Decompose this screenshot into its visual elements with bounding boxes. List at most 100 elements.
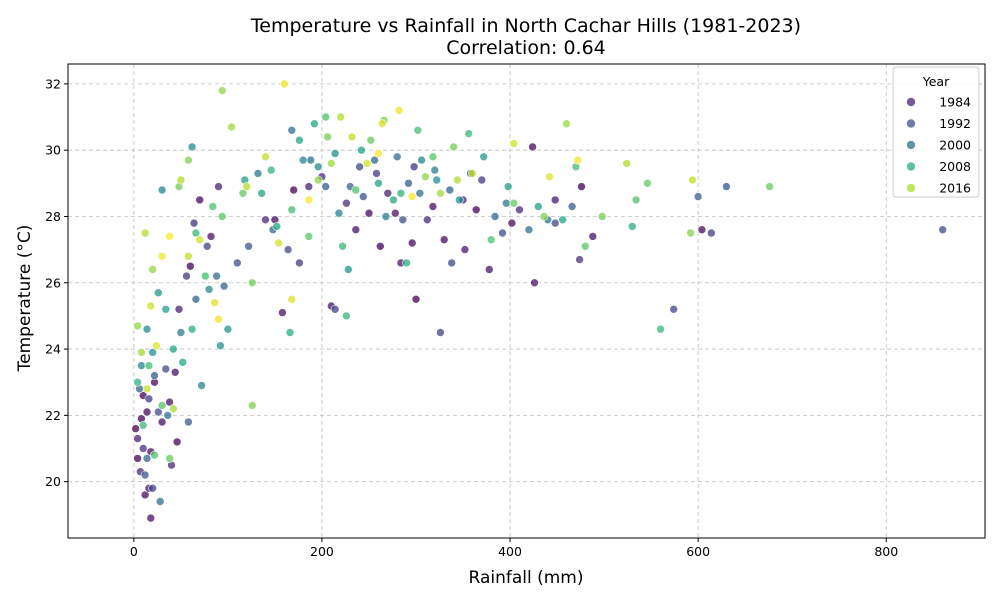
data-point bbox=[287, 205, 297, 215]
data-point bbox=[334, 208, 344, 218]
legend-entries: 1984 1992 2000 2008 2016 bbox=[906, 95, 971, 196]
data-point bbox=[295, 135, 304, 145]
data-point bbox=[407, 192, 417, 201]
data-point bbox=[187, 324, 197, 334]
data-point bbox=[528, 142, 537, 152]
data-point bbox=[178, 357, 187, 367]
data-point bbox=[219, 281, 229, 291]
data-point bbox=[471, 205, 481, 215]
data-point bbox=[144, 361, 154, 370]
data-point bbox=[304, 182, 314, 191]
data-point bbox=[686, 228, 695, 238]
data-point bbox=[204, 285, 214, 294]
data-point bbox=[191, 294, 201, 304]
data-point bbox=[404, 179, 413, 188]
data-point bbox=[157, 417, 167, 427]
data-point bbox=[545, 172, 554, 181]
data-point bbox=[287, 126, 297, 135]
data-point bbox=[421, 172, 430, 181]
data-point bbox=[142, 407, 152, 417]
data-point bbox=[189, 218, 199, 228]
data-point bbox=[524, 225, 534, 234]
data-point bbox=[643, 179, 652, 188]
data-point bbox=[238, 189, 248, 198]
data-point bbox=[233, 258, 242, 268]
data-point bbox=[161, 364, 171, 374]
data-point bbox=[186, 261, 195, 271]
data-point bbox=[165, 397, 174, 407]
data-point bbox=[389, 195, 398, 205]
data-point bbox=[507, 218, 517, 228]
data-point bbox=[539, 212, 549, 221]
data-point bbox=[227, 122, 236, 132]
legend-marker bbox=[906, 97, 916, 107]
data-point bbox=[394, 106, 404, 115]
data-point bbox=[217, 212, 227, 221]
data-point bbox=[562, 119, 571, 128]
data-point bbox=[558, 215, 568, 225]
data-point bbox=[161, 304, 171, 314]
data-point bbox=[174, 304, 184, 314]
data-point bbox=[351, 185, 361, 195]
data-point bbox=[242, 182, 251, 191]
data-point bbox=[146, 301, 156, 311]
data-point bbox=[490, 212, 500, 221]
data-point bbox=[631, 195, 641, 205]
data-point bbox=[355, 162, 364, 172]
data-point bbox=[165, 232, 174, 241]
data-point bbox=[208, 202, 218, 211]
data-point bbox=[449, 142, 458, 152]
data-point bbox=[187, 142, 197, 152]
data-point bbox=[184, 251, 193, 261]
data-point bbox=[304, 232, 314, 241]
data-point bbox=[137, 348, 146, 357]
data-point bbox=[214, 182, 223, 191]
data-point bbox=[172, 437, 182, 447]
legend-label: 2008 bbox=[939, 159, 971, 174]
data-point bbox=[184, 155, 193, 165]
data-point bbox=[133, 377, 142, 387]
legend-marker bbox=[906, 183, 916, 193]
data-point bbox=[146, 513, 156, 523]
data-point bbox=[377, 119, 387, 128]
data-point bbox=[486, 235, 496, 244]
data-point bbox=[342, 311, 351, 321]
data-point bbox=[330, 304, 340, 314]
data-point bbox=[669, 304, 679, 314]
x-tick-label: 800 bbox=[874, 544, 898, 559]
data-point bbox=[253, 169, 263, 178]
data-point bbox=[140, 228, 150, 238]
legend-label: 2016 bbox=[939, 181, 971, 196]
data-point bbox=[289, 185, 299, 195]
data-point bbox=[501, 198, 511, 208]
data-point bbox=[477, 175, 487, 185]
data-point bbox=[182, 271, 191, 281]
data-point bbox=[509, 139, 519, 148]
legend-marker bbox=[906, 161, 916, 172]
data-point bbox=[445, 185, 455, 195]
data-point bbox=[693, 192, 703, 201]
data-point bbox=[588, 232, 598, 241]
data-point bbox=[347, 132, 357, 142]
data-point bbox=[454, 195, 464, 205]
data-point bbox=[422, 215, 432, 225]
data-point bbox=[533, 202, 543, 211]
data-point bbox=[407, 238, 417, 248]
data-point bbox=[688, 175, 697, 185]
data-point bbox=[417, 155, 426, 165]
data-point bbox=[575, 255, 584, 264]
legend-label: 2000 bbox=[939, 138, 971, 153]
data-point bbox=[155, 497, 165, 506]
data-point bbox=[439, 235, 449, 244]
chart-subtitle: Correlation: 0.64 bbox=[446, 37, 606, 59]
data-point bbox=[765, 182, 774, 191]
data-point bbox=[266, 165, 276, 175]
data-point bbox=[202, 242, 212, 251]
data-point bbox=[550, 218, 560, 228]
x-tick-label: 200 bbox=[310, 544, 334, 559]
data-point bbox=[244, 242, 253, 251]
data-point bbox=[216, 341, 225, 351]
data-point bbox=[214, 314, 223, 324]
data-point bbox=[428, 152, 438, 162]
data-point bbox=[195, 235, 204, 244]
